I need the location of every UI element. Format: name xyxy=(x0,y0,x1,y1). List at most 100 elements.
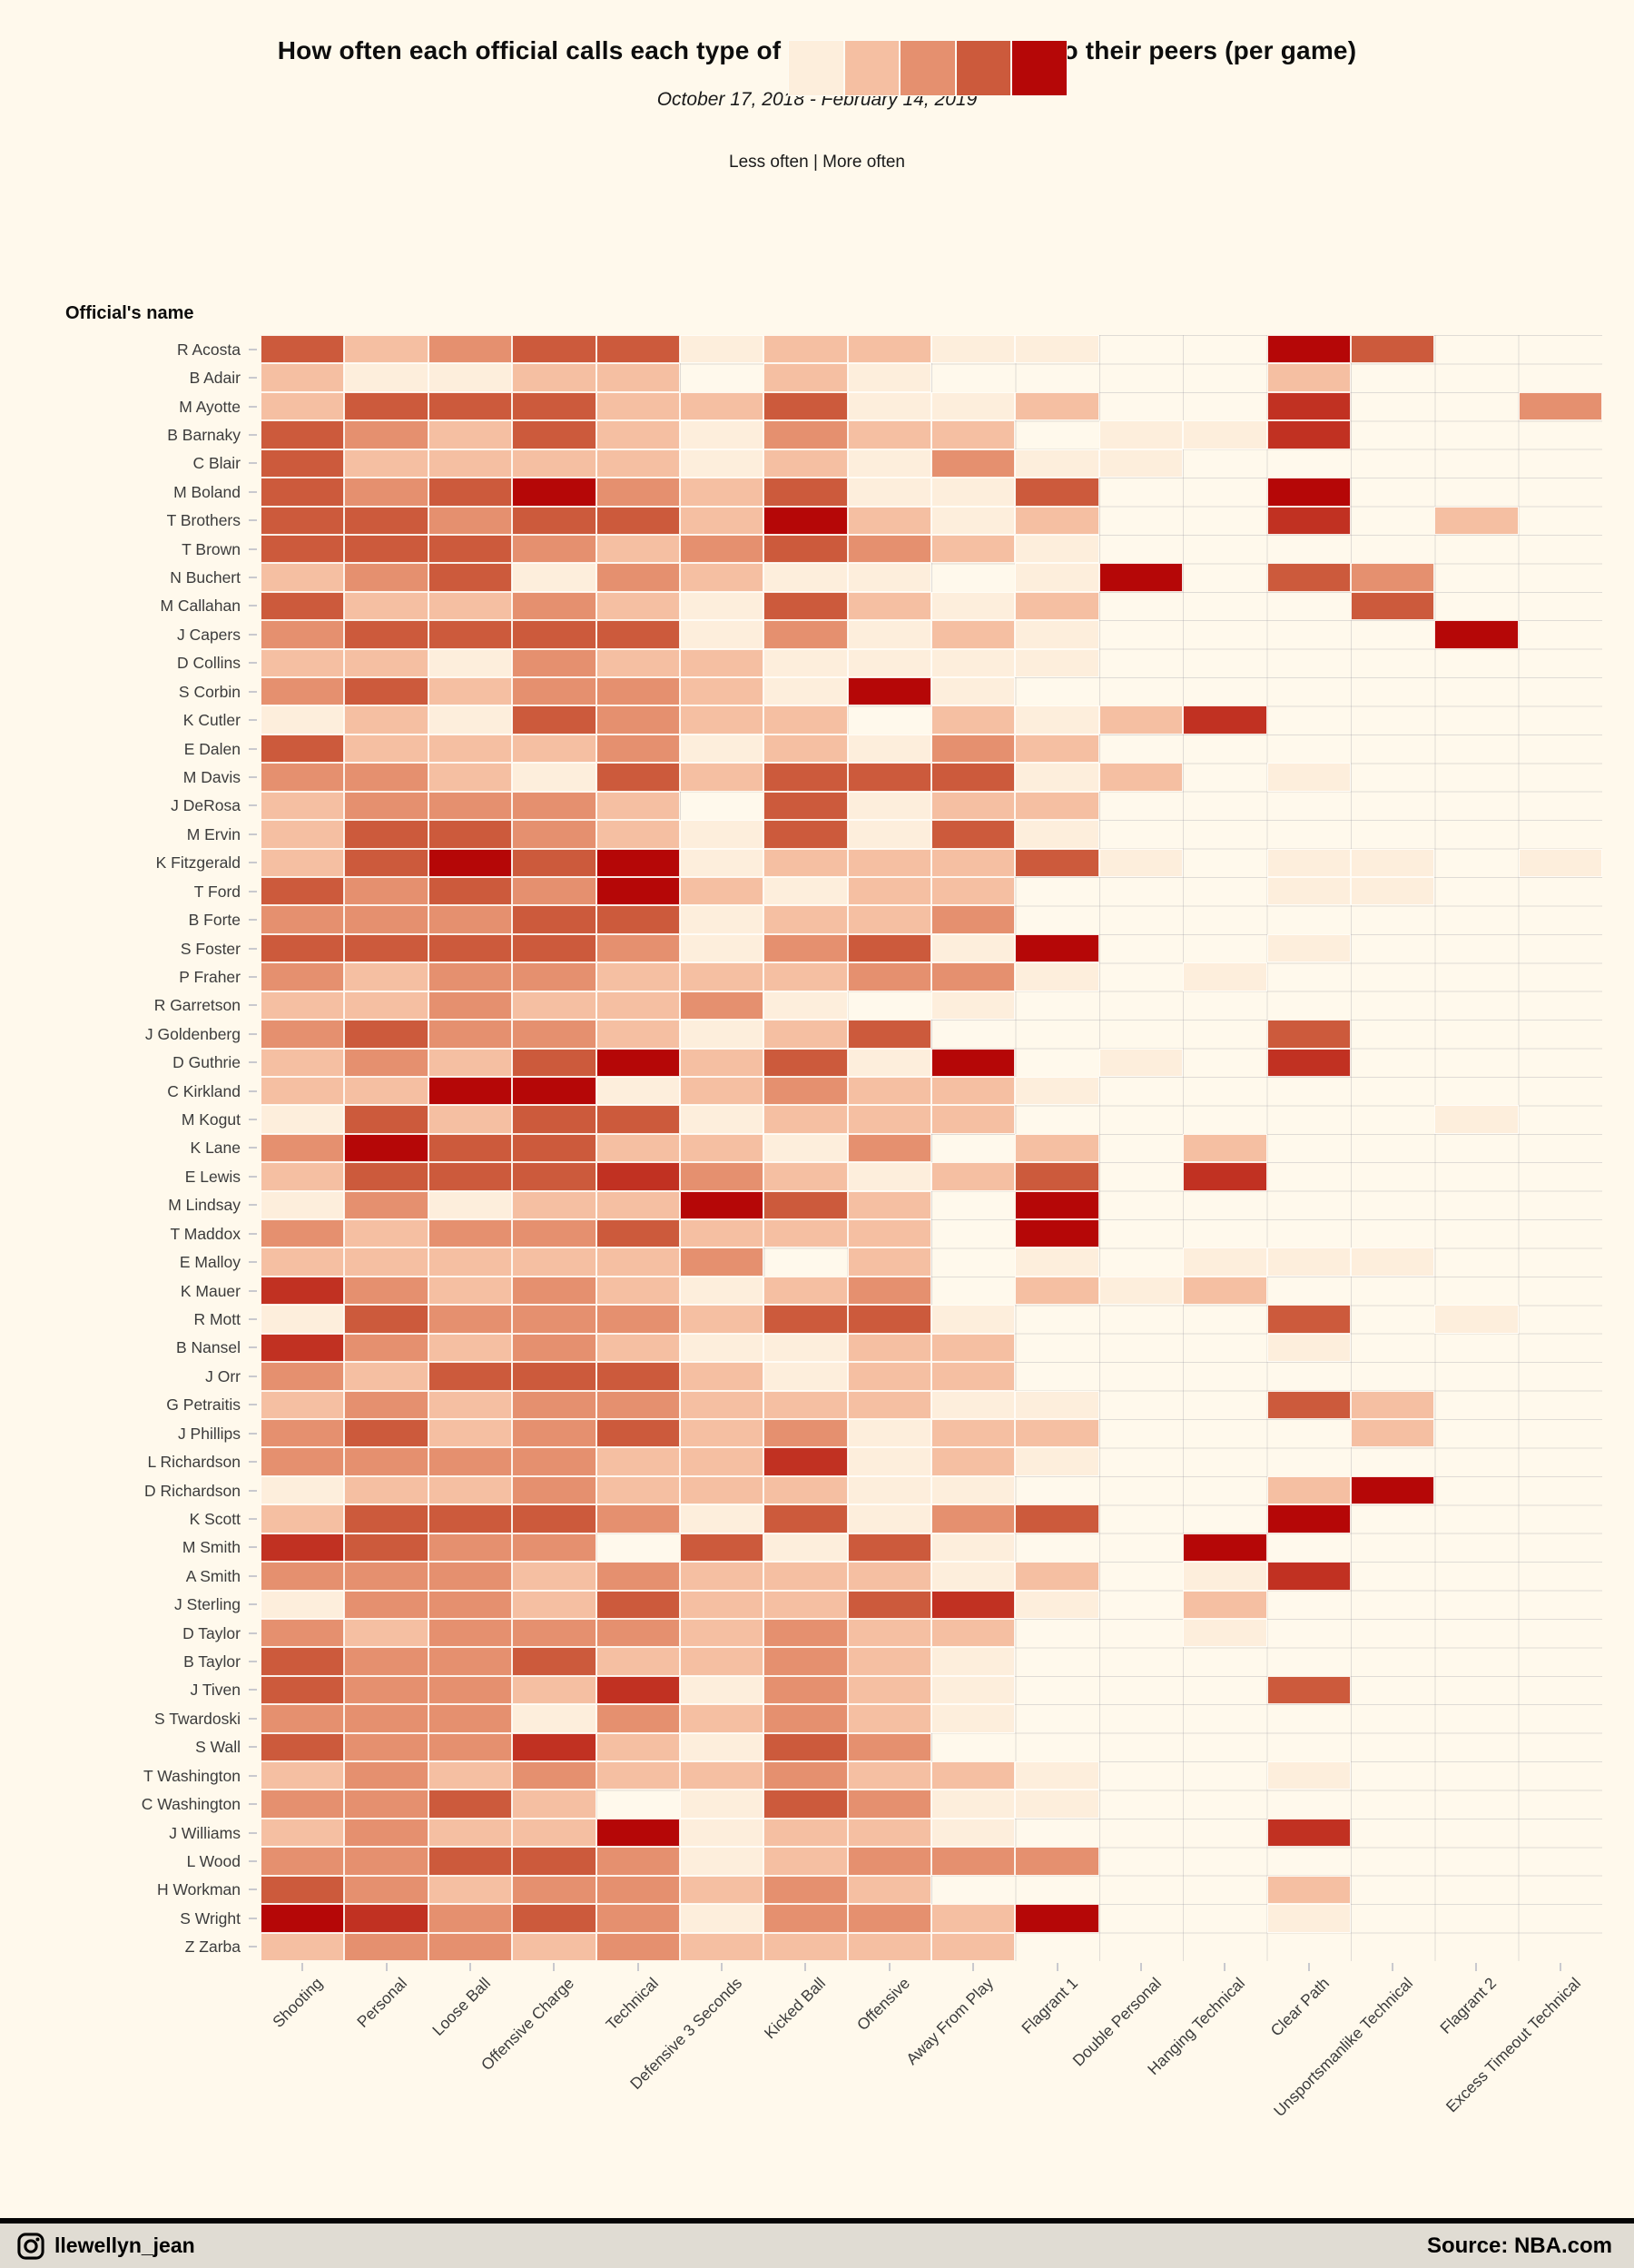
heatmap-cell xyxy=(512,1475,596,1505)
heatmap-cell xyxy=(428,363,513,392)
heatmap-cell xyxy=(1266,1818,1351,1848)
heatmap-cell xyxy=(763,763,848,792)
heatmap-cell xyxy=(596,1162,680,1191)
heatmap-cell xyxy=(847,534,931,564)
heatmap-cell xyxy=(847,1447,931,1476)
heatmap-cell xyxy=(1266,1048,1351,1077)
heatmap-cell xyxy=(679,1847,764,1876)
heatmap-cell xyxy=(261,1362,345,1391)
heatmap-cell xyxy=(344,1904,428,1933)
heatmap-cell xyxy=(1266,1875,1351,1905)
y-tick xyxy=(249,1946,257,1948)
heatmap-cell xyxy=(512,791,596,821)
heatmap-cell xyxy=(261,791,345,821)
heatmap-cell xyxy=(344,1333,428,1363)
legend-swatch-1 xyxy=(788,40,844,96)
heatmap-cell xyxy=(679,1875,764,1905)
heatmap-cell xyxy=(763,391,848,421)
y-tick xyxy=(249,348,257,350)
heatmap-cell xyxy=(428,1562,513,1591)
heatmap-cell xyxy=(512,734,596,764)
heatmap-cell xyxy=(428,876,513,906)
heatmap-cell xyxy=(428,791,513,821)
heatmap-cell xyxy=(679,1533,764,1563)
heatmap-cell xyxy=(344,1618,428,1648)
heatmap-cell xyxy=(679,335,764,364)
x-tick xyxy=(1224,1962,1226,1971)
source-credit: Source: NBA.com xyxy=(1426,2233,1612,2258)
heatmap-cell xyxy=(261,1162,345,1191)
heatmap-cell xyxy=(344,677,428,706)
heatmap-cell xyxy=(931,848,1016,877)
heatmap-cell xyxy=(428,1020,513,1049)
heatmap-cell xyxy=(512,1190,596,1220)
heatmap-cell xyxy=(428,1818,513,1848)
heatmap-cell xyxy=(512,1818,596,1848)
y-tick xyxy=(249,1917,257,1919)
heatmap-cell xyxy=(428,1048,513,1077)
heatmap-cell xyxy=(596,1305,680,1334)
heatmap-cell xyxy=(428,1162,513,1191)
heatmap-cell xyxy=(763,1219,848,1248)
y-tick xyxy=(249,377,257,380)
heatmap-cell xyxy=(679,1133,764,1163)
heatmap-cell xyxy=(344,1048,428,1077)
heatmap-cell xyxy=(847,391,931,421)
heatmap-cell xyxy=(847,335,931,364)
heatmap-cell xyxy=(763,1333,848,1363)
y-tick xyxy=(249,662,257,665)
heatmap-cell xyxy=(1015,1504,1099,1533)
column-label: Flagrant 2 xyxy=(1436,1974,1501,2037)
heatmap-cell xyxy=(763,1618,848,1648)
heatmap-cell xyxy=(679,1562,764,1591)
heatmap-cell xyxy=(847,478,931,507)
heatmap-cell xyxy=(847,905,931,934)
heatmap-cell xyxy=(763,1418,848,1448)
row-label: D Collins xyxy=(176,654,241,673)
heatmap-cell xyxy=(763,1076,848,1106)
heatmap-cell xyxy=(512,1590,596,1619)
heatmap-cell xyxy=(261,1675,345,1705)
row-label: T Brothers xyxy=(166,511,241,530)
heatmap-cell xyxy=(1015,848,1099,877)
heatmap-cell xyxy=(428,1932,513,1961)
column-label: Personal xyxy=(352,1974,410,2031)
heatmap-cell xyxy=(1015,620,1099,649)
heatmap-cell xyxy=(679,1333,764,1363)
column-label: Kicked Ball xyxy=(761,1974,830,2043)
heatmap-cell xyxy=(847,848,931,877)
heatmap-cell xyxy=(679,534,764,564)
heatmap-cell xyxy=(1015,648,1099,678)
heatmap-cell xyxy=(428,506,513,535)
heatmap-cell xyxy=(261,363,345,392)
heatmap-cell xyxy=(847,1305,931,1334)
heatmap-cell xyxy=(1015,391,1099,421)
heatmap-cell xyxy=(344,763,428,792)
heatmap-cell xyxy=(1015,1447,1099,1476)
heatmap-cell xyxy=(261,420,345,449)
heatmap-cell xyxy=(1098,563,1184,592)
row-label: B Forte xyxy=(188,911,241,930)
heatmap-cell xyxy=(428,820,513,849)
heatmap-cell xyxy=(763,591,848,621)
row-label: T Ford xyxy=(193,882,241,901)
heatmap-cell xyxy=(512,591,596,621)
heatmap-cell xyxy=(596,962,680,991)
heatmap-cell xyxy=(931,1618,1016,1648)
heatmap-cell xyxy=(931,1475,1016,1505)
heatmap-cell xyxy=(847,1276,931,1306)
heatmap-cell xyxy=(931,677,1016,706)
heatmap-cell xyxy=(428,591,513,621)
heatmap-cell xyxy=(344,1162,428,1191)
heatmap-cell xyxy=(1183,962,1267,991)
heatmap-cell xyxy=(344,820,428,849)
heatmap-cell xyxy=(679,820,764,849)
heatmap-cell xyxy=(344,1247,428,1277)
heatmap-cell xyxy=(1266,1504,1351,1533)
heatmap-cell xyxy=(428,1475,513,1505)
heatmap-cell xyxy=(512,1133,596,1163)
heatmap-cell xyxy=(679,1020,764,1049)
heatmap-cell xyxy=(931,1818,1016,1848)
heatmap-cell xyxy=(1266,1675,1351,1705)
heatmap-cell xyxy=(596,1418,680,1448)
